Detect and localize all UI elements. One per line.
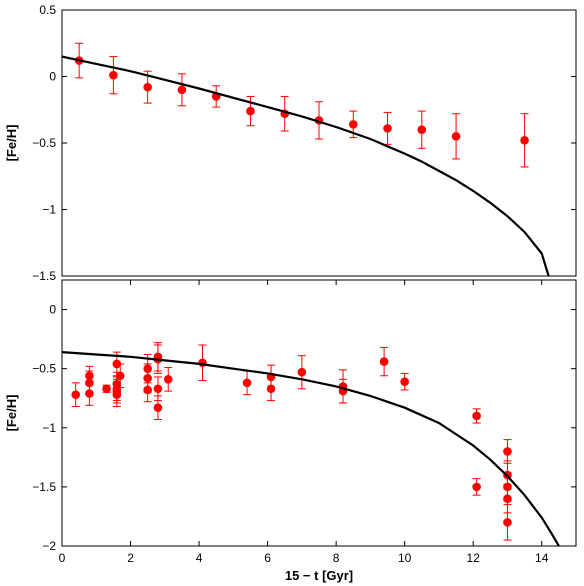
y-axis-label: [Fe/H] (4, 125, 19, 162)
x-tick-label: 8 (333, 551, 340, 565)
top-panel: 0.5 0 −0.5 −1 −1.5 [Fe/H] (4, 3, 577, 283)
data-point (109, 70, 118, 80)
y-tick-label: 0 (49, 70, 56, 84)
data-point (503, 494, 512, 504)
x-tick-label: 10 (398, 551, 412, 565)
y-tick-label: 0.5 (39, 3, 56, 17)
plot-area (62, 342, 560, 546)
data-point (400, 377, 409, 386)
data-point (297, 367, 307, 377)
model-curve (62, 55, 550, 276)
model-curve (62, 351, 560, 546)
data-point (417, 125, 427, 134)
data-point (472, 411, 481, 421)
data-point (266, 384, 276, 394)
data-point (451, 132, 461, 141)
data-point (503, 447, 512, 456)
x-tick-label: 6 (264, 551, 271, 565)
x-tick-label: 0 (59, 551, 66, 565)
plot-area (62, 42, 550, 276)
data-point (246, 106, 255, 116)
data-point (503, 518, 512, 527)
data-point (85, 389, 94, 398)
data-point (242, 378, 252, 388)
bottom-panel: 0 2 4 6 8 10 12 14 0 −0.5 −1 −1.5 −2 [Fe/H] 15 − t [Gy… (4, 279, 577, 583)
data-point (102, 384, 111, 394)
data-point (163, 375, 173, 384)
y-tick-label: −1.5 (32, 480, 56, 494)
data-point (472, 482, 481, 492)
y-tick-label: −1.5 (32, 269, 56, 283)
data-point (112, 390, 122, 399)
data-point (115, 371, 125, 381)
x-tick-label: 4 (196, 551, 203, 565)
y-tick-label: −1 (42, 203, 56, 217)
x-tick-label: 14 (535, 551, 549, 565)
y-tick-label: 0 (49, 303, 56, 317)
x-tick-label: 2 (127, 551, 134, 565)
y-tick-label: −2 (42, 539, 56, 553)
data-point (348, 120, 358, 129)
data-point (71, 390, 81, 399)
y-tick-label: −1 (42, 421, 56, 435)
plot-frame (61, 279, 577, 547)
y-axis-label: [Fe/H] (4, 395, 19, 432)
data-point (153, 384, 163, 394)
data-point (520, 136, 529, 145)
data-point (379, 357, 389, 366)
data-point (143, 385, 152, 395)
y-tick-label: −0.5 (32, 362, 56, 376)
x-tick-label: 12 (467, 551, 481, 565)
data-point (143, 82, 152, 92)
data-point (153, 403, 163, 412)
y-tick-label: −0.5 (32, 136, 56, 150)
data-point (177, 85, 187, 95)
x-axis-label: 15 − t [Gyr] (285, 568, 353, 583)
data-point (383, 124, 392, 133)
plot-frame (61, 9, 577, 277)
